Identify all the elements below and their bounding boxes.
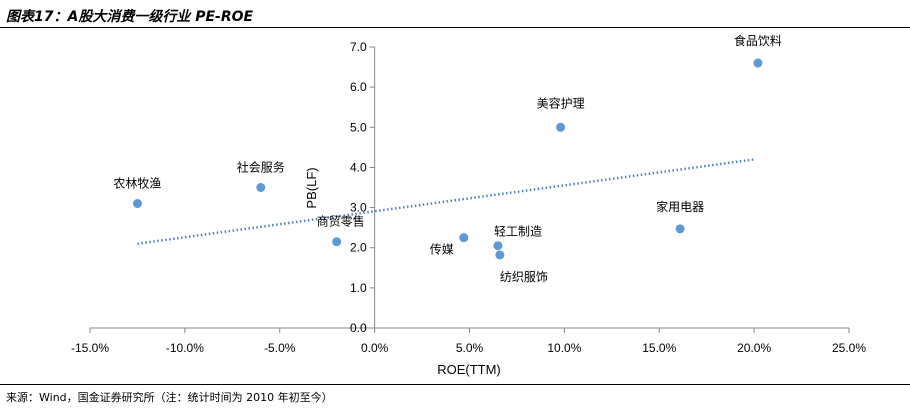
figure-title: 图表17：A股大消费一级行业 PE-ROE: [6, 9, 254, 25]
top-rule: [0, 27, 910, 28]
source-note: 来源：Wind，国金证券研究所（注：统计时间为 2010 年初至今）: [6, 391, 333, 404]
y-tick-label: 0.0: [350, 321, 367, 335]
point-label: 家用电器: [656, 199, 704, 214]
data-point: [753, 58, 763, 68]
x-tick-label: -15.0%: [71, 341, 109, 355]
point-label: 美容护理: [537, 95, 585, 110]
y-tick-label: 6.0: [350, 80, 367, 94]
data-point: [332, 237, 342, 247]
point-label: 传媒: [430, 242, 454, 257]
x-tick-label: 20.0%: [737, 341, 771, 355]
data-point: [495, 250, 505, 260]
x-tick-label: 10.0%: [547, 341, 581, 355]
point-label: 食品饮料: [734, 33, 782, 48]
y-tick-label: 4.0: [350, 160, 367, 174]
point-label: 社会服务: [237, 160, 285, 175]
chart-axes: -15.0% -10.0% -5.0% 0.0% 5.0% 10.0% 15.0% 20.0%…: [71, 40, 866, 355]
x-tick-label: -10.0%: [166, 341, 204, 355]
data-point: [132, 199, 142, 209]
data-point: [256, 183, 266, 192]
point-label: 轻工制造: [494, 225, 542, 239]
y-tick-label: 7.0: [350, 40, 367, 54]
data-point: [556, 122, 566, 132]
x-tick-label: 25.0%: [832, 341, 866, 355]
data-point: [675, 224, 685, 234]
y-tick-label: 2.0: [350, 241, 367, 255]
data-point: [493, 241, 503, 251]
data-point: [459, 233, 469, 243]
y-tick-label: 1.0: [350, 281, 367, 295]
point-label: 农林牧渔: [113, 177, 161, 191]
y-tick-label: 5.0: [350, 120, 367, 134]
bottom-rule: [0, 384, 910, 385]
point-label: 纺织服饰: [500, 270, 548, 284]
y-tick-label: 3.0: [350, 201, 367, 215]
x-axis-title: ROE(TTM): [437, 362, 501, 377]
scatter-chart: -15.0% -10.0% -5.0% 0.0% 5.0% 10.0% 15.0% 20.0%…: [71, 33, 866, 377]
point-label: 商贸零售: [317, 214, 365, 229]
x-tick-label: 15.0%: [642, 341, 676, 355]
x-tick-label: 0.0%: [361, 341, 389, 355]
y-axis-title: PB(LF): [304, 167, 319, 208]
x-tick-label: -5.0%: [264, 341, 296, 355]
x-tick-label: 5.0%: [456, 341, 484, 355]
